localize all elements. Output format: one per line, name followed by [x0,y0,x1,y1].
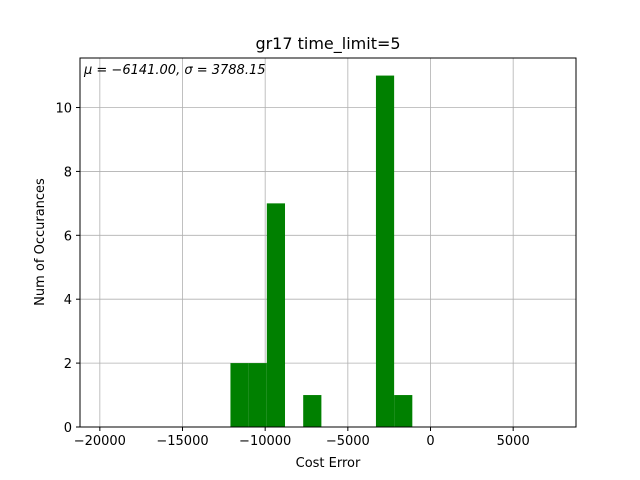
histogram-bar [375,75,395,428]
histogram-bar [248,363,267,427]
y-tick-label: 4 [64,293,72,308]
x-axis-ticks: −20000 −15000 −10000 −5000 0 5000 [74,427,530,449]
x-tick-label: −10000 [239,434,291,449]
y-tick-label: 8 [64,165,72,180]
y-tick-label: 6 [64,229,72,244]
y-axis-ticks: 0 2 4 6 8 10 [55,102,80,436]
histogram-bar [303,395,322,427]
y-tick-label: 10 [55,102,72,117]
y-tick-label: 2 [64,357,72,372]
x-tick-label: −15000 [156,434,208,449]
x-tick-label: 5000 [497,434,530,449]
histogram-bar [394,395,413,427]
x-tick-label: 0 [426,434,434,449]
grid-lines [80,58,576,428]
x-tick-label: −20000 [74,434,126,449]
plot-frame [79,57,577,428]
chart-title: gr17 time_limit=5 [255,34,400,54]
y-tick-label: 0 [64,421,72,436]
x-axis-label: Cost Error [296,456,361,471]
histogram-bar [266,203,286,427]
y-axis-label: Num of Occurances [33,178,48,306]
x-tick-label: −5000 [326,434,370,449]
stats-annotation: μ = −6141.00, σ = 3788.15 [83,63,266,78]
histogram-bars [230,75,413,428]
histogram-bar [230,363,249,427]
